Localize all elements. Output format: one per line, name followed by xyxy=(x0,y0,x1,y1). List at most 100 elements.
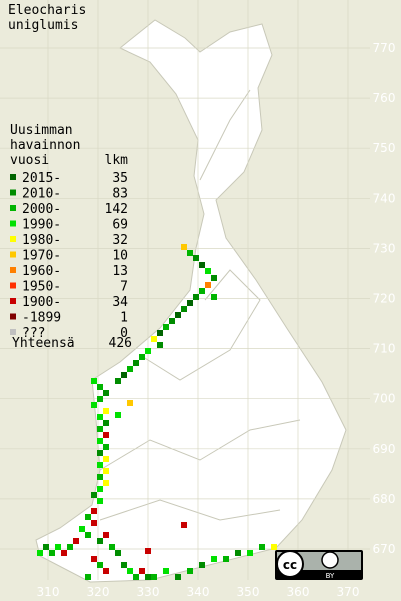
title: uniglumis xyxy=(8,18,78,33)
observation-square xyxy=(103,532,109,538)
legend-label: 2000- xyxy=(22,202,61,217)
legend-marker xyxy=(10,267,16,273)
observation-square xyxy=(139,568,145,574)
observation-square xyxy=(181,306,187,312)
observation-square xyxy=(49,550,55,556)
observation-square xyxy=(103,390,109,396)
observation-square xyxy=(157,330,163,336)
observation-square xyxy=(175,574,181,580)
observation-square xyxy=(145,348,151,354)
observation-square xyxy=(91,402,97,408)
observation-square xyxy=(73,538,79,544)
legend-count: 34 xyxy=(112,295,128,310)
observation-square xyxy=(259,544,265,550)
observation-square xyxy=(145,548,151,554)
observation-square xyxy=(97,414,103,420)
observation-square xyxy=(67,544,73,550)
observation-square xyxy=(205,282,211,288)
x-label: 370 xyxy=(337,585,360,599)
legend-header: Uusimman xyxy=(10,123,73,138)
y-label: 730 xyxy=(373,241,396,255)
observation-square xyxy=(163,568,169,574)
observation-square xyxy=(199,288,205,294)
legend-marker xyxy=(10,298,16,304)
y-label: 760 xyxy=(373,91,396,105)
observation-square xyxy=(85,574,91,580)
legend-count-header: lkm xyxy=(105,153,129,168)
y-label: 720 xyxy=(373,292,396,306)
legend-count: 13 xyxy=(112,264,128,279)
observation-square xyxy=(103,408,109,414)
y-label: 700 xyxy=(373,392,396,406)
legend-label: 1960- xyxy=(22,264,61,279)
legend-label: 1970- xyxy=(22,249,61,264)
legend-label: -1899 xyxy=(22,311,61,326)
x-label: 360 xyxy=(287,585,310,599)
x-label: 350 xyxy=(237,585,260,599)
y-label: 770 xyxy=(373,41,396,55)
total-label: Yhteensä xyxy=(12,336,75,351)
legend-count: 69 xyxy=(112,218,128,233)
legend-count: 7 xyxy=(120,280,128,295)
observation-square xyxy=(211,556,217,562)
observation-square xyxy=(97,538,103,544)
legend-marker xyxy=(10,236,16,242)
observation-square xyxy=(43,544,49,550)
observation-square xyxy=(103,420,109,426)
observation-square xyxy=(91,378,97,384)
observation-square xyxy=(91,492,97,498)
observation-square xyxy=(85,532,91,538)
observation-square xyxy=(121,562,127,568)
total: 426 xyxy=(109,336,132,351)
by-icon xyxy=(321,551,339,569)
region-border xyxy=(99,419,301,471)
license-badge: cc BY xyxy=(275,550,363,580)
observation-square xyxy=(235,550,241,556)
x-label: 320 xyxy=(87,585,110,599)
legend-label: 1950- xyxy=(22,280,61,295)
observation-square xyxy=(223,556,229,562)
observation-square xyxy=(133,574,139,580)
cc-icon xyxy=(276,550,304,578)
observation-square xyxy=(103,432,109,438)
legend-label: 1990- xyxy=(22,218,61,233)
observation-square xyxy=(109,544,115,550)
observation-square xyxy=(205,268,211,274)
legend-marker xyxy=(10,251,16,258)
observation-square xyxy=(103,456,109,462)
observation-square xyxy=(55,544,61,550)
observation-square xyxy=(103,568,109,574)
observation-square xyxy=(97,426,103,432)
observation-square xyxy=(97,474,103,480)
observation-square xyxy=(181,522,187,528)
observation-square xyxy=(91,520,97,526)
observation-square xyxy=(97,450,103,456)
y-label: 710 xyxy=(373,342,396,356)
legend-marker xyxy=(10,205,16,211)
observation-square xyxy=(175,312,181,318)
legend-label: 2015- xyxy=(22,171,61,186)
observation-square xyxy=(187,568,193,574)
legend-marker xyxy=(10,220,16,227)
legend-label: 1980- xyxy=(22,233,61,248)
cc-text: cc xyxy=(283,558,297,572)
observation-square xyxy=(157,342,163,348)
observation-square xyxy=(271,544,277,550)
region-border xyxy=(139,269,261,381)
legend-count: 1 xyxy=(120,311,128,326)
y-label: 740 xyxy=(373,191,396,205)
observation-square xyxy=(97,384,103,390)
observation-square xyxy=(169,318,175,324)
x-label: 330 xyxy=(137,585,160,599)
legend-marker xyxy=(10,189,16,196)
observation-square xyxy=(61,550,67,556)
region-border xyxy=(199,89,251,181)
legend-header: vuosi xyxy=(10,153,49,168)
y-label: 690 xyxy=(373,442,396,456)
legend-marker xyxy=(10,282,16,289)
observation-square xyxy=(211,275,217,281)
title: Eleocharis xyxy=(8,3,86,18)
x-label: 310 xyxy=(37,585,60,599)
